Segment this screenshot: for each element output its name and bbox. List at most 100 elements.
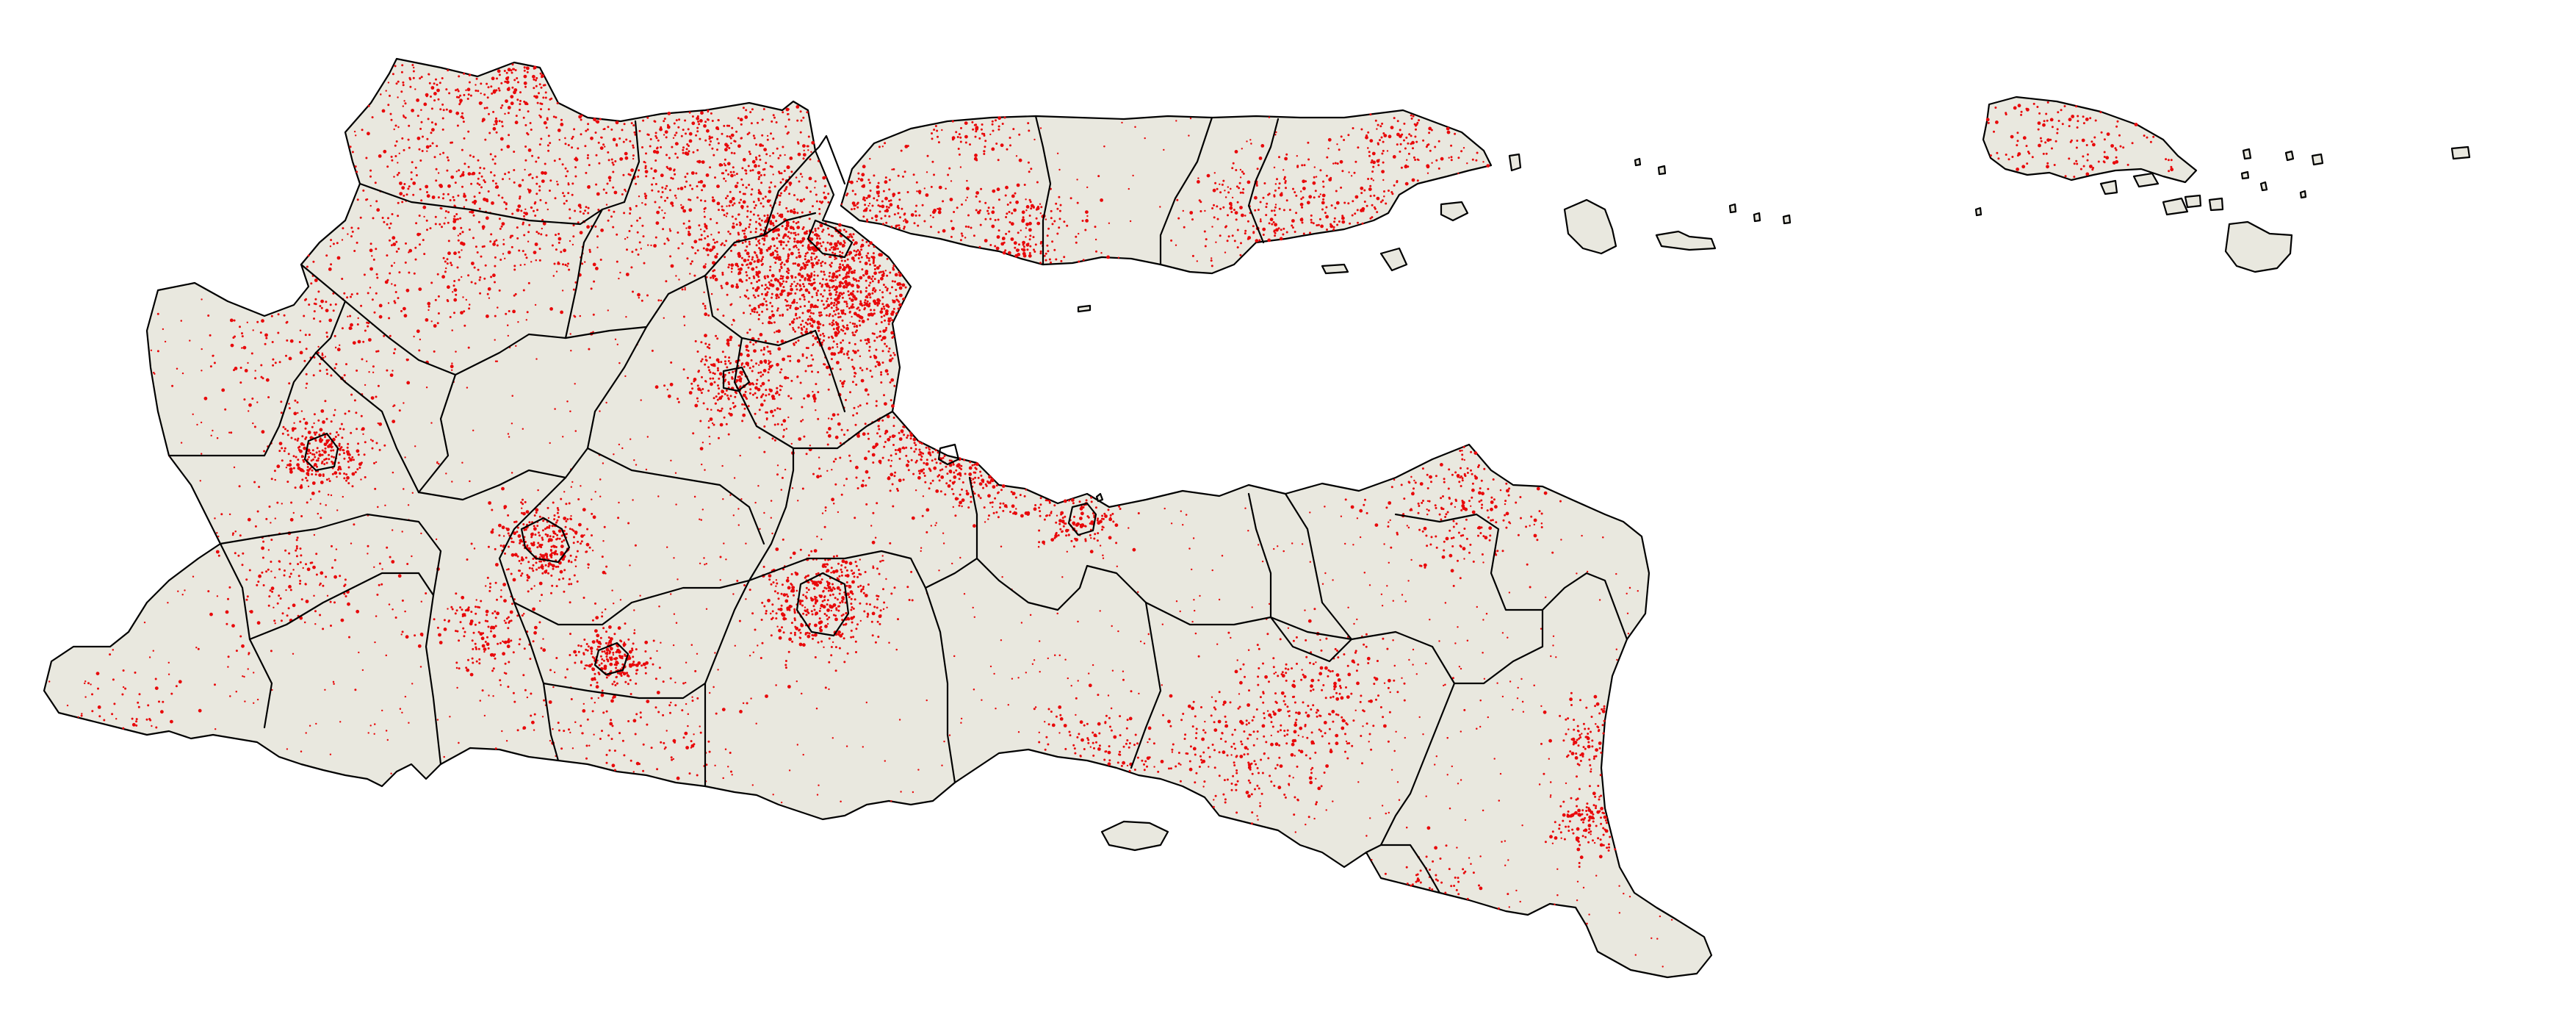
settlement-dot bbox=[447, 69, 450, 72]
settlement-dot bbox=[443, 222, 446, 225]
settlement-dot bbox=[691, 121, 696, 126]
settlement-dot bbox=[845, 230, 848, 233]
settlement-dot bbox=[471, 262, 475, 265]
settlement-dot bbox=[850, 603, 853, 605]
settlement-dot bbox=[737, 271, 742, 275]
settlement-dot bbox=[477, 159, 480, 162]
settlement-dot bbox=[1257, 675, 1260, 678]
settlement-dot bbox=[259, 331, 262, 334]
settlement-dot bbox=[848, 585, 852, 589]
settlement-dot bbox=[889, 381, 892, 384]
settlement-dot bbox=[663, 118, 666, 121]
settlement-dot bbox=[926, 459, 928, 461]
settlement-dot bbox=[274, 362, 277, 364]
settlement-dot bbox=[696, 126, 699, 129]
settlement-dot bbox=[421, 150, 424, 152]
settlement-dot bbox=[877, 362, 881, 367]
settlement-dot bbox=[864, 306, 866, 309]
settlement-dot bbox=[346, 450, 350, 454]
settlement-dot bbox=[283, 314, 286, 317]
settlement-dot bbox=[532, 564, 535, 567]
settlement-dot bbox=[838, 284, 842, 288]
settlement-dot bbox=[847, 350, 850, 353]
settlement-dot bbox=[782, 593, 787, 597]
settlement-dot bbox=[903, 447, 906, 450]
settlement-dot bbox=[841, 319, 844, 322]
settlement-dot bbox=[745, 295, 748, 298]
settlement-dot bbox=[1053, 504, 1056, 507]
settlement-dot bbox=[552, 501, 555, 504]
settlement-dot bbox=[668, 167, 672, 171]
settlement-dot bbox=[798, 254, 802, 259]
settlement-dot bbox=[230, 431, 233, 434]
settlement-dot bbox=[296, 401, 299, 404]
settlement-dot bbox=[535, 231, 538, 234]
settlement-dot bbox=[1372, 725, 1375, 727]
settlement-dot bbox=[547, 572, 549, 575]
settlement-dot bbox=[513, 265, 516, 267]
settlement-dot bbox=[1540, 512, 1543, 515]
eastern-islet-2 bbox=[2162, 197, 2189, 216]
settlement-dot bbox=[299, 351, 303, 355]
settlement-dot bbox=[804, 370, 807, 373]
settlement-dot bbox=[784, 664, 787, 666]
settlement-dot bbox=[804, 277, 807, 280]
settlement-dot bbox=[593, 280, 596, 283]
settlement-dot bbox=[537, 232, 540, 235]
settlement-dot bbox=[854, 598, 856, 601]
settlement-dot bbox=[1315, 711, 1318, 714]
settlement-dot bbox=[638, 169, 641, 172]
settlement-dot bbox=[1055, 531, 1058, 534]
settlement-dot bbox=[408, 185, 411, 188]
settlement-dot bbox=[1477, 466, 1479, 468]
settlement-dot bbox=[665, 136, 668, 139]
settlement-dot bbox=[476, 251, 479, 254]
settlement-dot bbox=[719, 423, 724, 427]
settlement-dot bbox=[798, 642, 803, 647]
settlement-dot bbox=[1435, 535, 1437, 538]
settlement-dot bbox=[879, 560, 882, 563]
settlement-dot bbox=[795, 222, 798, 225]
settlement-dot bbox=[1054, 534, 1058, 538]
settlement-dot bbox=[805, 586, 808, 589]
settlement-dot bbox=[878, 428, 881, 431]
settlement-dot bbox=[762, 373, 765, 376]
settlement-dot bbox=[696, 160, 699, 163]
settlement-dot bbox=[1307, 705, 1310, 708]
settlement-dot bbox=[834, 483, 837, 486]
eastern-islet-8 bbox=[2284, 150, 2295, 162]
settlement-dot bbox=[1068, 499, 1070, 502]
settlement-dot bbox=[453, 280, 456, 282]
settlement-dot bbox=[1114, 523, 1119, 528]
settlement-dot bbox=[381, 217, 384, 219]
settlement-dot bbox=[590, 136, 594, 140]
settlement-dot bbox=[1471, 510, 1476, 514]
settlement-dot bbox=[787, 685, 791, 689]
settlement-dot bbox=[904, 286, 907, 289]
settlement-dot bbox=[248, 403, 252, 407]
settlement-dot bbox=[1039, 503, 1042, 506]
settlement-dot bbox=[944, 493, 947, 496]
settlement-dot bbox=[905, 446, 908, 449]
settlement-dot bbox=[408, 124, 411, 127]
settlement-dot bbox=[603, 525, 606, 528]
settlement-dot bbox=[716, 337, 719, 340]
settlement-dot bbox=[754, 231, 757, 234]
settlement-dot bbox=[346, 446, 349, 449]
settlement-dot bbox=[988, 514, 990, 517]
settlement-dot bbox=[523, 215, 525, 218]
settlement-dot bbox=[601, 689, 604, 692]
settlement-dot bbox=[753, 306, 757, 311]
settlement-dot bbox=[630, 168, 634, 173]
settlement-dot bbox=[788, 237, 791, 240]
settlement-dot bbox=[1341, 716, 1343, 719]
settlement-dot bbox=[775, 293, 779, 298]
settlement-dot bbox=[799, 548, 802, 551]
settlement-dot bbox=[1355, 669, 1358, 672]
settlement-dot bbox=[834, 275, 839, 279]
settlement-dot bbox=[749, 231, 752, 234]
settlement-dot bbox=[730, 151, 733, 154]
settlement-dot bbox=[281, 459, 284, 462]
settlement-dot bbox=[569, 654, 571, 656]
settlement-dot bbox=[978, 482, 983, 486]
